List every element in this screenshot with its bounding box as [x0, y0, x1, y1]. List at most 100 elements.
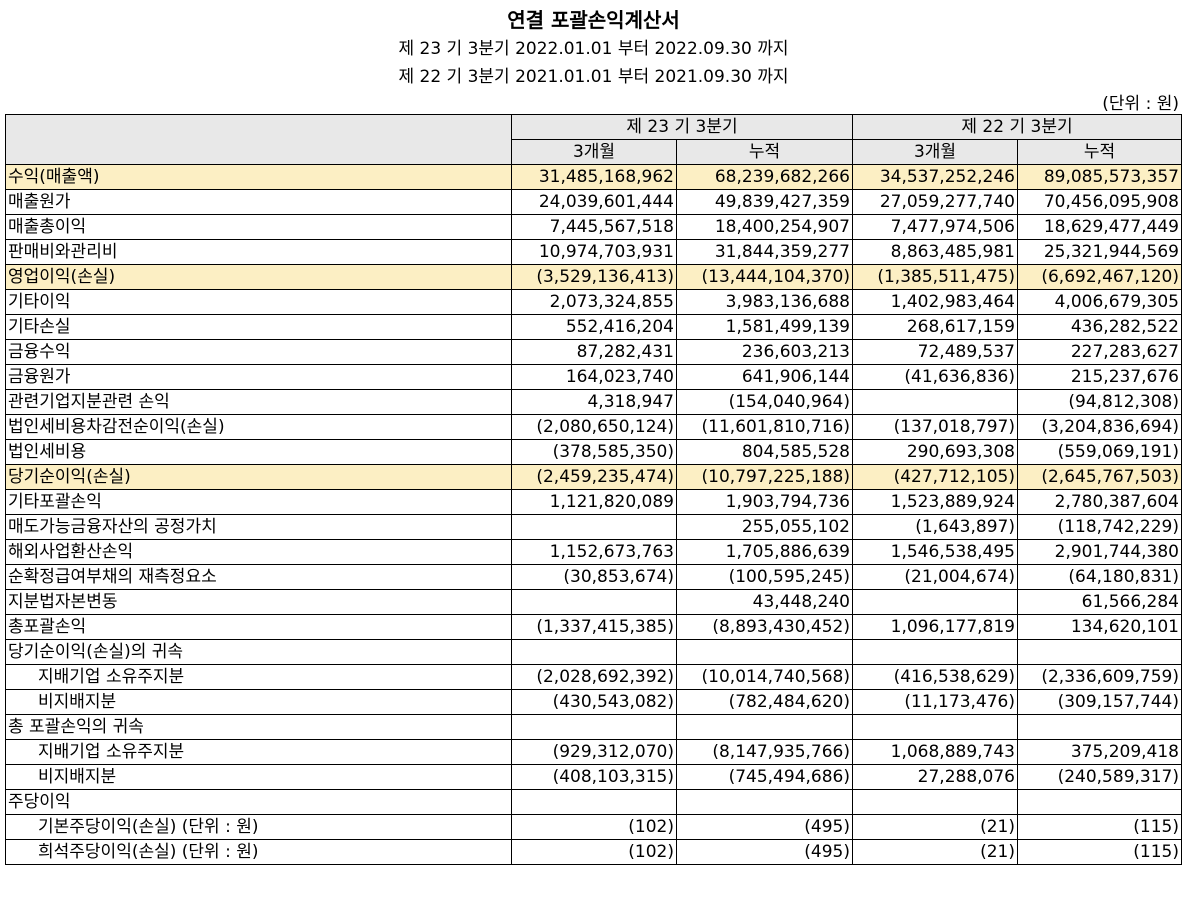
row-value: (118,742,229) [1017, 514, 1182, 540]
table-row: 기타포괄손익 1,121,820,089 1,903,794,736 1,523,88… [5, 489, 1182, 515]
table-row: 순확정급여부채의 재측정요소 (30,853,674) (100,595,245)(… [5, 564, 1182, 590]
table-row: 해외사업환산손익 1,152,673,763 1,705,886,639 1,546,… [5, 539, 1182, 565]
row-value: (100,595,245) [676, 564, 853, 590]
row-value: (430,543,082) [511, 689, 677, 715]
row-label: 총포괄손익 [5, 614, 512, 640]
row-value: 134,620,101 [1017, 614, 1182, 640]
row-value: 27,059,277,740 [852, 189, 1018, 215]
row-value: (2,028,692,392) [511, 664, 677, 690]
row-value: (154,040,964) [676, 389, 853, 415]
table-row: 법인세비용 (378,585,350) 804,585,528 290,693,308… [5, 439, 1182, 465]
row-value: 1,096,177,819 [852, 614, 1018, 640]
row-label: 지분법자본변동 [5, 589, 512, 615]
row-value: 4,006,679,305 [1017, 289, 1182, 315]
table-row: 기타손실 552,416,204 1,581,499,139 268,617,159 4… [5, 314, 1182, 340]
row-value: 7,445,567,518 [511, 214, 677, 240]
row-value: (21) [852, 839, 1018, 865]
row-value [852, 389, 1018, 415]
row-value: (115) [1017, 839, 1182, 865]
header-prior-cumulative: 누적 [1017, 139, 1182, 165]
row-value: 290,693,308 [852, 439, 1018, 465]
row-value: 436,282,522 [1017, 314, 1182, 340]
row-label: 당기순이익(손실) [5, 464, 512, 490]
row-value: (10,014,740,568) [676, 664, 853, 690]
row-value: 236,603,213 [676, 339, 853, 365]
row-value: (495) [676, 839, 853, 865]
row-value: (10,797,225,188) [676, 464, 853, 490]
row-value: 34,537,252,246 [852, 164, 1018, 190]
row-label: 순확정급여부채의 재측정요소 [5, 564, 512, 590]
row-value: 27,288,076 [852, 764, 1018, 790]
row-value: (137,018,797) [852, 414, 1018, 440]
row-value: (8,147,935,766) [676, 739, 853, 765]
row-label: 기본주당이익(손실) (단위 : 원) [5, 814, 512, 840]
row-value: (1,643,897) [852, 514, 1018, 540]
row-value: 1,068,889,743 [852, 739, 1018, 765]
row-value: 375,209,418 [1017, 739, 1182, 765]
row-value [511, 514, 677, 540]
period-current: 제 23 기 3분기 2022.01.01 부터 2022.09.30 까지 [398, 39, 789, 59]
table-row: 관련기업지분관련 손익 4,318,947 (154,040,964) (94,812… [5, 389, 1182, 415]
row-value: (427,712,105) [852, 464, 1018, 490]
statement-title: 연결 포괄손익계산서 [507, 8, 680, 32]
row-value: 2,901,744,380 [1017, 539, 1182, 565]
row-label: 영업이익(손실) [5, 264, 512, 290]
table-row: 법인세비용차감전순이익(손실) (2,080,650,124) (11,601,81… [5, 414, 1182, 440]
row-label: 기타이익 [5, 289, 512, 315]
row-value: 1,121,820,089 [511, 489, 677, 515]
row-value: (929,312,070) [511, 739, 677, 765]
row-value: (2,459,235,474) [511, 464, 677, 490]
row-value: 89,085,573,357 [1017, 164, 1182, 190]
table-row: 매도가능금융자산의 공정가치 255,055,102 (1,643,897) (118… [5, 514, 1182, 540]
row-value: 1,402,983,464 [852, 289, 1018, 315]
row-value: 18,629,477,449 [1017, 214, 1182, 240]
row-value: 61,566,284 [1017, 589, 1182, 615]
row-label: 관련기업지분관련 손익 [5, 389, 512, 415]
row-value: 2,780,387,604 [1017, 489, 1182, 515]
row-value: (559,069,191) [1017, 439, 1182, 465]
header-current-cumulative: 누적 [676, 139, 853, 165]
table-row: 비지배지분 (430,543,082) (782,484,620) (11,173,4… [5, 689, 1182, 715]
row-value: (115) [1017, 814, 1182, 840]
row-value: (3,529,136,413) [511, 264, 677, 290]
row-value: 255,055,102 [676, 514, 853, 540]
row-value: (94,812,308) [1017, 389, 1182, 415]
row-value: 70,456,095,908 [1017, 189, 1182, 215]
row-label: 매출원가 [5, 189, 512, 215]
row-label: 기타포괄손익 [5, 489, 512, 515]
row-value: 227,283,627 [1017, 339, 1182, 365]
row-value: (21,004,674) [852, 564, 1018, 590]
row-value: (408,103,315) [511, 764, 677, 790]
row-value: 1,152,673,763 [511, 539, 677, 565]
table-row: 금융원가 164,023,740 641,906,144 (41,636,836) 21… [5, 364, 1182, 390]
row-value: 72,489,537 [852, 339, 1018, 365]
row-value [1017, 789, 1182, 815]
row-value: 49,839,427,359 [676, 189, 853, 215]
row-label: 법인세비용 [5, 439, 512, 465]
row-value: (6,692,467,120) [1017, 264, 1182, 290]
row-value: (782,484,620) [676, 689, 853, 715]
row-label: 비지배지분 [5, 764, 512, 790]
row-value [511, 714, 677, 740]
table-row: 지배기업 소유주지분 (2,028,692,392) (10,014,740,568… [5, 664, 1182, 690]
row-value: (1,385,511,475) [852, 264, 1018, 290]
row-value: 7,477,974,506 [852, 214, 1018, 240]
row-value: 1,546,538,495 [852, 539, 1018, 565]
row-value: 31,485,168,962 [511, 164, 677, 190]
row-value [511, 639, 677, 665]
header-current-period: 제 23 기 3분기 [511, 114, 853, 140]
row-label: 법인세비용차감전순이익(손실) [5, 414, 512, 440]
row-value: (41,636,836) [852, 364, 1018, 390]
period-prior: 제 22 기 3분기 2021.01.01 부터 2021.09.30 까지 [398, 67, 789, 87]
row-label: 매출총이익 [5, 214, 512, 240]
row-value: 24,039,601,444 [511, 189, 677, 215]
row-value: (102) [511, 839, 677, 865]
row-value: 2,073,324,855 [511, 289, 677, 315]
table-row: 주당이익 [5, 789, 1182, 815]
row-value: (416,538,629) [852, 664, 1018, 690]
row-value: (2,336,609,759) [1017, 664, 1182, 690]
header-prior-3m: 3개월 [852, 139, 1018, 165]
row-label: 금융원가 [5, 364, 512, 390]
table-row: 총포괄손익 (1,337,415,385) (8,893,430,452) 1,096… [5, 614, 1182, 640]
row-value [511, 589, 677, 615]
